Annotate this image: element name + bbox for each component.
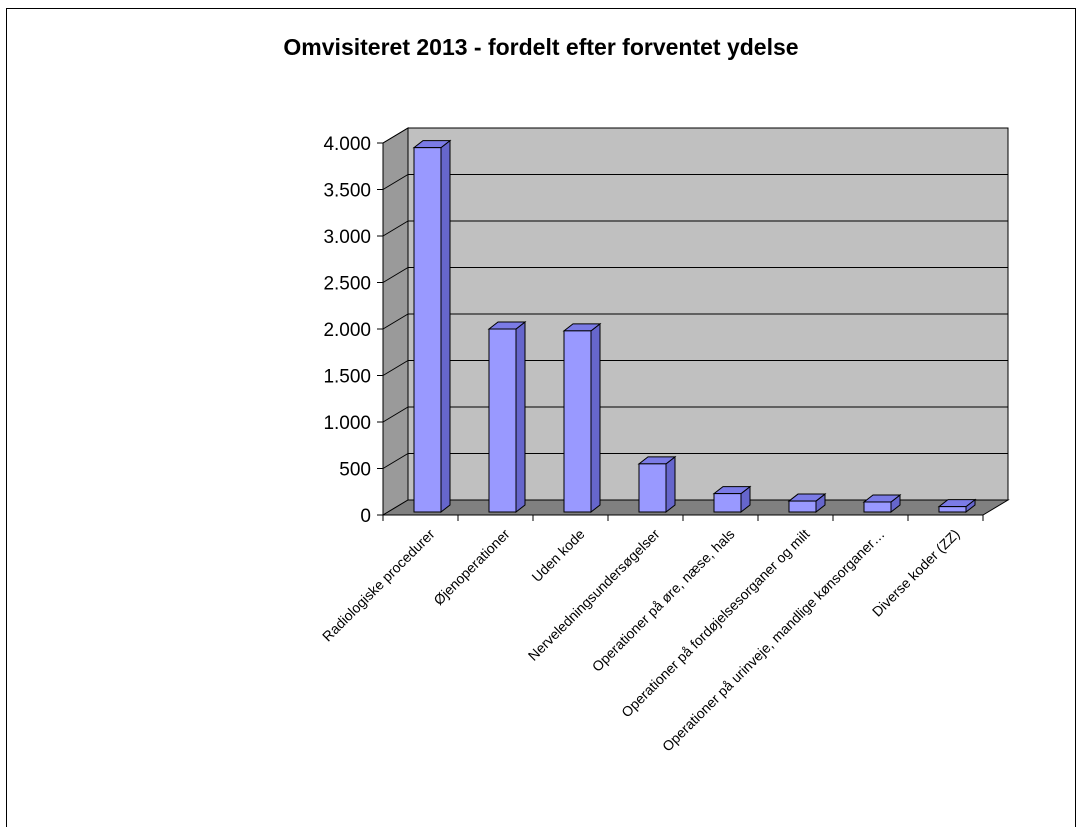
gridline-left: [382, 453, 409, 469]
y-tick-label: 0: [360, 506, 371, 527]
x-tick-label: Øjenoperationer: [430, 526, 513, 609]
bar: [563, 330, 592, 513]
gridline-left: [382, 406, 409, 423]
bar: [413, 147, 442, 513]
gridline-left: [382, 127, 409, 144]
bar: [638, 463, 667, 513]
y-tick-label: 3.500: [323, 181, 371, 202]
y-tick-label: 500: [339, 460, 371, 481]
y-tick-label: 2.000: [323, 320, 371, 341]
bar: [488, 328, 517, 513]
y-tick-label: 2.500: [323, 274, 371, 295]
bar-side: [590, 322, 601, 514]
bar-side: [665, 455, 676, 514]
x-tick-label: Radiologiske procedurer: [319, 526, 438, 645]
bar-side: [440, 139, 451, 514]
x-tick-label: Operationer på øre, næse, hals: [589, 526, 738, 675]
y-tick-label: 4.000: [323, 134, 371, 155]
bar: [788, 500, 817, 513]
bar-side: [515, 320, 526, 514]
x-tick-label: Uden kode: [528, 526, 587, 585]
gridline-left: [382, 174, 409, 190]
gridline-left: [382, 267, 409, 283]
y-tick-label: 1.500: [323, 367, 371, 388]
plot-floor: [381, 499, 1010, 516]
x-tick-label: Nerveledningsundersøgelser: [525, 526, 663, 664]
gridline-left: [382, 360, 409, 376]
y-tick-label: 1.000: [323, 413, 371, 434]
bar: [863, 501, 892, 513]
gridline-left: [382, 220, 409, 237]
y-tick-label: 3.000: [323, 227, 371, 248]
chart-title: Omvisiteret 2013 - fordelt efter forvent…: [283, 34, 799, 60]
gridline-left: [382, 313, 409, 330]
bar: [713, 493, 742, 513]
bar: [938, 506, 967, 513]
